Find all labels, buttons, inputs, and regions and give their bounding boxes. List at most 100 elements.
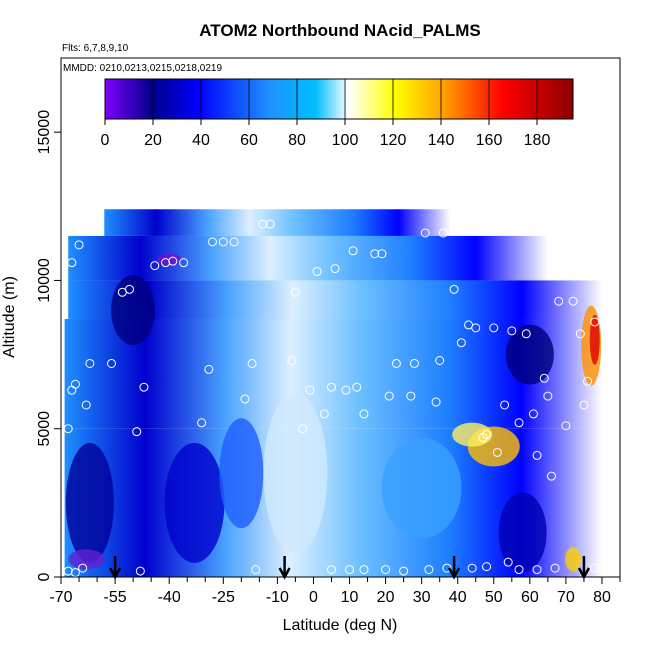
- x-tick-label: 40: [449, 589, 467, 606]
- track-point: [218, 237, 228, 247]
- heatmap-feature: [111, 275, 156, 346]
- track-point: [168, 256, 178, 266]
- colorbar-tick-label: 20: [144, 132, 162, 149]
- track-point: [521, 329, 531, 339]
- track-point: [287, 356, 297, 366]
- track-point: [247, 358, 257, 368]
- track-point: [85, 358, 95, 368]
- track-point: [298, 424, 308, 434]
- track-point: [532, 565, 542, 575]
- colorbar-tick-label: 0: [101, 132, 110, 149]
- track-point: [326, 382, 336, 392]
- track-point: [568, 296, 578, 306]
- x-tick-label: 30: [413, 589, 431, 606]
- track-point: [424, 565, 434, 575]
- track-point: [240, 394, 250, 404]
- track-point: [384, 391, 394, 401]
- heatmap-feature: [381, 438, 462, 539]
- track-point: [74, 240, 84, 250]
- track-point: [456, 338, 466, 348]
- track-point: [532, 450, 542, 460]
- y-axis-label: Altitude (m): [1, 276, 18, 358]
- track-point: [550, 563, 560, 573]
- track-point: [467, 563, 477, 573]
- track-point: [482, 430, 492, 440]
- track-point: [207, 237, 217, 247]
- colorbar-tick-label: 80: [288, 132, 306, 149]
- track-point: [528, 409, 538, 419]
- track-point: [583, 376, 593, 386]
- heatmap-feature: [263, 393, 328, 554]
- track-point: [399, 566, 409, 576]
- track-point: [78, 563, 88, 573]
- track-point: [125, 284, 135, 294]
- heatmap-feature: [565, 547, 582, 572]
- track-point: [204, 364, 214, 374]
- track-point: [345, 565, 355, 575]
- track-point: [492, 447, 502, 457]
- track-point: [507, 326, 517, 336]
- track-point: [312, 267, 322, 277]
- heatmap-feature: [219, 418, 264, 529]
- track-point: [431, 397, 441, 407]
- track-point: [341, 385, 351, 395]
- flights-subtitle: Flts: 6,7,8,9,10: [62, 43, 129, 54]
- x-tick-label: 60: [521, 589, 539, 606]
- plot-frame: [60, 57, 621, 578]
- colorbar-tick-label: 40: [192, 132, 210, 149]
- track-point: [575, 329, 585, 339]
- heatmap-feature: [589, 314, 600, 365]
- colorbar-tick-label: 120: [380, 132, 407, 149]
- heatmap-field: [64, 209, 602, 577]
- colorbar-tick-label: 100: [332, 132, 359, 149]
- x-tick-label: 70: [557, 589, 575, 606]
- track-point: [258, 219, 268, 229]
- colorbar-tick-label: 140: [428, 132, 455, 149]
- heatmap-feature: [505, 324, 554, 385]
- track-point: [179, 258, 189, 268]
- track-point: [514, 418, 524, 428]
- dates-subtitle: MMDD: 0210,0213,0215,0218,0219: [63, 63, 222, 74]
- x-tick-label: 0: [309, 589, 318, 606]
- track-point: [590, 317, 600, 327]
- x-axis-label: Latitude (deg N): [283, 617, 398, 634]
- heatmap-band: [104, 209, 451, 236]
- x-tick-label: 80: [593, 589, 611, 606]
- track-point: [326, 565, 336, 575]
- x-tick-label: -40: [158, 589, 181, 606]
- track-point: [503, 557, 513, 567]
- track-point: [546, 471, 556, 481]
- x-tick-label: 20: [377, 589, 395, 606]
- track-point: [409, 358, 419, 368]
- heatmap-feature: [68, 549, 105, 570]
- y-tick-label: 5000: [36, 411, 53, 447]
- track-point: [391, 358, 401, 368]
- y-tick-label: 10000: [36, 258, 53, 303]
- track-point: [132, 427, 142, 437]
- track-point: [290, 287, 300, 297]
- track-point: [81, 400, 91, 410]
- track-point: [139, 382, 149, 392]
- track-point: [265, 219, 275, 229]
- heatmap-band: [68, 235, 548, 281]
- colorbar: [104, 78, 574, 120]
- track-point: [330, 264, 340, 274]
- track-point: [150, 261, 160, 271]
- track-point: [561, 421, 571, 431]
- track-point: [319, 409, 329, 419]
- track-point: [197, 418, 207, 428]
- x-tick-label: -70: [49, 589, 72, 606]
- track-point: [406, 391, 416, 401]
- x-tick-label: 10: [341, 589, 359, 606]
- x-tick-label: -10: [266, 589, 289, 606]
- heatmap-feature: [164, 442, 225, 563]
- track-point: [438, 228, 448, 238]
- track-point: [251, 565, 261, 575]
- track-point: [554, 296, 564, 306]
- track-point: [106, 358, 116, 368]
- x-tick-label: 50: [485, 589, 503, 606]
- x-tick-label: -55: [104, 589, 127, 606]
- track-point: [489, 323, 499, 333]
- heatmap-feature: [498, 492, 547, 573]
- track-point: [449, 284, 459, 294]
